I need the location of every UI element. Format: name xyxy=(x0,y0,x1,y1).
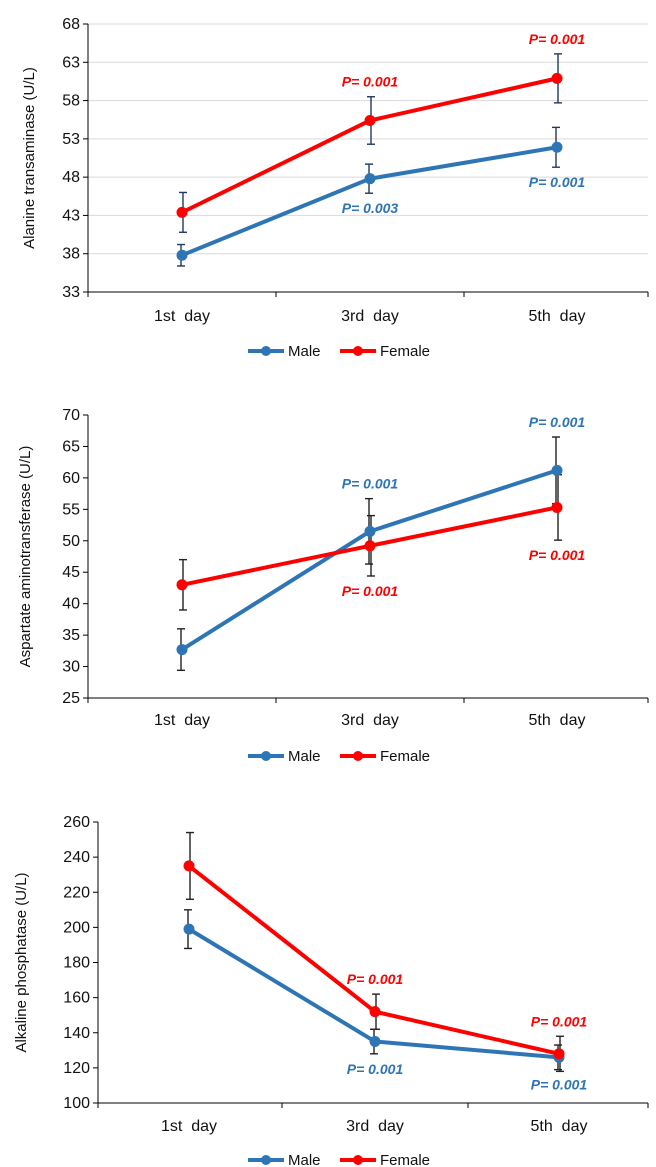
chart2-y-tick-label: 55 xyxy=(62,501,80,518)
chart1-legend-marker-male xyxy=(261,346,271,356)
chart1-x-tick-label: 1st day xyxy=(154,308,210,325)
chart2-legend: Male Female xyxy=(248,748,430,765)
chart3-point-female xyxy=(183,860,195,872)
chart1-y-tick-label: 58 xyxy=(62,93,80,110)
chart2-p-value-label: P= 0.001 xyxy=(529,414,586,430)
chart3-point-female xyxy=(553,1048,565,1060)
chart2-x-tick-label: 3rd day xyxy=(341,712,399,729)
chart1-point-male xyxy=(551,141,563,153)
chart2-legend-marker-female xyxy=(353,751,363,761)
chart1-legend-label-male: Male xyxy=(288,343,321,360)
chart2-legend-label-female: Female xyxy=(380,748,430,765)
chart2-y-tick-label: 45 xyxy=(62,564,80,581)
chart1-point-female xyxy=(551,72,563,84)
chart2-point-male xyxy=(176,644,188,656)
chart1: 33 38 43 48 53 58 63 68 1st day 3rd day 5th day Ala… xyxy=(21,16,649,360)
chart3-x-tick-label: 3rd day xyxy=(346,1118,404,1135)
chart2-p-value-label: P= 0.001 xyxy=(342,476,399,492)
chart1-y-tick-label: 63 xyxy=(62,54,80,71)
chart2-point-male xyxy=(364,525,376,537)
chart3-y-tick-label: 200 xyxy=(63,919,90,936)
chart3-legend-marker-female xyxy=(353,1155,363,1165)
chart3-p-value-label: P= 0.001 xyxy=(531,1013,588,1029)
chart2: 25 30 35 40 45 50 55 60 65 70 1st day 3rd day 5th da… xyxy=(17,407,649,765)
chart1-x-tick-label: 3rd day xyxy=(341,308,399,325)
chart2-y-tick-label: 50 xyxy=(62,533,80,550)
chart3-point-female xyxy=(369,1006,381,1018)
chart2-point-male xyxy=(551,464,563,476)
chart3-y-tick-label: 100 xyxy=(63,1095,90,1112)
chart3: 100 120 140 160 180 200 220 240 260 1st day 3rd da… xyxy=(13,814,649,1167)
chart2-y-tick-label: 30 xyxy=(62,659,80,676)
chart1-y-tick-label: 53 xyxy=(62,131,80,148)
chart3-point-male xyxy=(369,1036,381,1048)
chart2-y-tick-label: 70 xyxy=(62,407,80,424)
chart2-point-female xyxy=(176,579,188,591)
chart1-point-male xyxy=(364,173,376,185)
chart3-y-tick-label: 140 xyxy=(63,1025,90,1042)
chart3-y-tick-label: 260 xyxy=(63,814,90,831)
chart2-y-tick-label: 35 xyxy=(62,627,80,644)
chart3-legend-label-male: Male xyxy=(288,1152,321,1167)
chart3-p-value-label: P= 0.001 xyxy=(531,1077,588,1093)
chart1-y-tick-label: 38 xyxy=(62,246,80,263)
chart1-x-tick-label: 5th day xyxy=(529,308,586,325)
chart2-x-tick-label: 5th day xyxy=(529,712,586,729)
chart2-legend-label-male: Male xyxy=(288,748,321,765)
chart3-p-value-label: P= 0.001 xyxy=(347,971,404,987)
chart3-y-tick-label: 160 xyxy=(63,990,90,1007)
chart3-p-value-label: P= 0.001 xyxy=(347,1061,404,1077)
chart1-p-value-label: P= 0.001 xyxy=(342,74,399,90)
chart1-legend-label-female: Female xyxy=(380,343,430,360)
chart1-p-value-label: P= 0.001 xyxy=(529,174,586,190)
chart3-legend: Male Female xyxy=(248,1152,430,1167)
chart2-point-female xyxy=(551,501,563,513)
chart2-x-tick-label: 1st day xyxy=(154,712,210,729)
chart3-y-tick-label: 180 xyxy=(63,955,90,972)
chart3-y-tick-label: 240 xyxy=(63,849,90,866)
chart3-y-axis-label: Alkaline phosphatase (U/L) xyxy=(13,872,30,1052)
chart3-series-line-female xyxy=(187,864,560,1056)
chart1-point-female xyxy=(364,114,376,126)
chart3-point-male xyxy=(183,923,195,935)
chart1-legend: Male Female xyxy=(248,343,430,360)
chart1-point-male xyxy=(176,249,188,261)
chart1-p-value-label: P= 0.003 xyxy=(342,200,399,216)
chart2-y-tick-label: 40 xyxy=(62,596,80,613)
chart1-y-tick-label: 43 xyxy=(62,207,80,224)
chart2-legend-marker-male xyxy=(261,751,271,761)
chart2-y-axis-label: Aspartate aminotransferase (U/L) xyxy=(17,446,34,668)
chart3-legend-marker-male xyxy=(261,1155,271,1165)
chart2-p-value-label: P= 0.001 xyxy=(342,583,399,599)
chart1-p-value-label: P= 0.001 xyxy=(529,31,586,47)
chart1-y-tick-label: 48 xyxy=(62,169,80,186)
chart2-y-tick-label: 65 xyxy=(62,438,80,455)
chart1-point-female xyxy=(176,206,188,218)
chart3-x-tick-label: 1st day xyxy=(161,1118,217,1135)
chart1-legend-marker-female xyxy=(353,346,363,356)
chart1-y-axis-label: Alanine transaminase (U/L) xyxy=(21,67,38,249)
chart1-y-tick-label: 33 xyxy=(62,284,80,301)
chart3-legend-label-female: Female xyxy=(380,1152,430,1167)
chart2-y-tick-label: 60 xyxy=(62,470,80,487)
chart3-x-tick-label: 5th day xyxy=(531,1118,588,1135)
chart2-y-tick-label: 25 xyxy=(62,690,80,707)
chart3-y-tick-label: 120 xyxy=(63,1060,90,1077)
chart2-point-female xyxy=(364,540,376,552)
chart2-p-value-label: P= 0.001 xyxy=(529,547,586,563)
chart1-y-tick-label: 68 xyxy=(62,16,80,33)
chart3-y-tick-label: 220 xyxy=(63,884,90,901)
